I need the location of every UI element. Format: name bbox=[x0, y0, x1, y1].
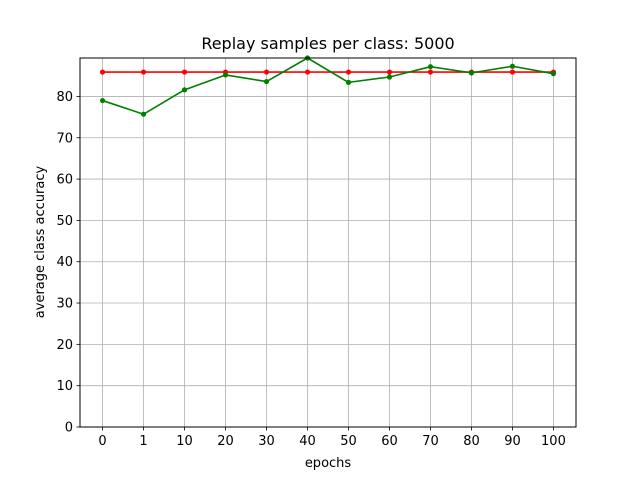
y-axis-ticks: 0 10 20 30 40 50 60 70 80 bbox=[56, 90, 80, 436]
y-tick-label: 10 bbox=[56, 379, 73, 394]
x-tick-label: 10 bbox=[176, 434, 193, 449]
x-tick-label: 20 bbox=[217, 434, 234, 449]
x-tick-label: 50 bbox=[340, 434, 357, 449]
series-1-point bbox=[99, 69, 106, 75]
grid bbox=[80, 58, 576, 428]
series-1-point bbox=[386, 69, 393, 75]
series-2-point bbox=[345, 79, 352, 85]
y-tick-label: 80 bbox=[56, 90, 73, 105]
y-tick-label: 40 bbox=[56, 255, 73, 270]
chart-title: Replay samples per class: 5000 bbox=[201, 34, 454, 53]
y-tick-label: 60 bbox=[56, 173, 73, 188]
y-tick-label: 0 bbox=[65, 421, 73, 436]
y-tick-label: 70 bbox=[56, 131, 73, 146]
plot-frame bbox=[79, 57, 577, 428]
series-1-point bbox=[427, 69, 434, 75]
series-2-line bbox=[102, 57, 554, 115]
series-2-point bbox=[509, 63, 516, 69]
series-2-point bbox=[468, 70, 475, 76]
series-2-point bbox=[550, 71, 557, 77]
x-tick-label: 80 bbox=[463, 434, 480, 449]
x-tick-label: 1 bbox=[139, 434, 147, 449]
x-tick-label: 40 bbox=[299, 434, 316, 449]
y-tick-label: 20 bbox=[56, 338, 73, 353]
x-tick-label: 70 bbox=[422, 434, 439, 449]
y-tick-label: 50 bbox=[56, 214, 73, 229]
x-axis-ticks: 0 1 10 20 30 40 50 60 70 80 90 100 bbox=[98, 427, 566, 449]
x-axis-label: epochs bbox=[305, 456, 352, 471]
series-2-point bbox=[99, 97, 106, 104]
series-2-point bbox=[427, 64, 434, 70]
series-2-point bbox=[140, 111, 147, 117]
series-1-point bbox=[304, 69, 311, 75]
series-2 bbox=[99, 55, 557, 117]
x-tick-label: 60 bbox=[381, 434, 398, 449]
y-axis-label: average class accuracy bbox=[33, 165, 48, 318]
series-1-point bbox=[263, 69, 270, 75]
x-tick-label: 100 bbox=[541, 434, 566, 449]
series-2-point bbox=[181, 87, 188, 93]
series-1-point bbox=[345, 69, 352, 75]
y-tick-label: 30 bbox=[56, 297, 73, 312]
x-tick-label: 30 bbox=[258, 434, 275, 449]
x-tick-label: 0 bbox=[98, 434, 106, 449]
x-tick-label: 90 bbox=[504, 434, 521, 449]
series-2-point bbox=[222, 72, 229, 78]
series-1-point bbox=[509, 69, 516, 75]
series-1-point bbox=[140, 69, 147, 75]
series-2-point bbox=[263, 78, 270, 85]
series-layer bbox=[99, 55, 557, 117]
series-2-point bbox=[386, 74, 393, 80]
series-1-point bbox=[181, 69, 188, 75]
